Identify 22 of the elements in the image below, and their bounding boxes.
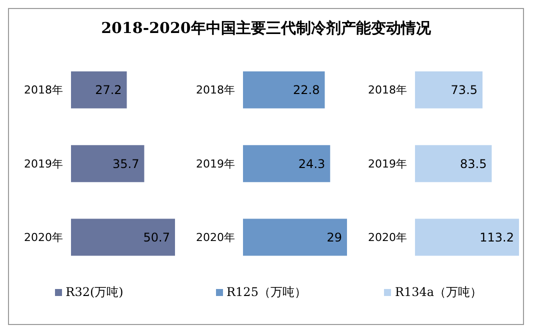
data-label: 27.2 bbox=[95, 83, 122, 98]
y-tick-label: 2020年 bbox=[196, 231, 235, 244]
data-label: 35.7 bbox=[112, 156, 140, 171]
y-tick-label: 2019年 bbox=[368, 157, 407, 170]
data-label: 113.2 bbox=[480, 230, 514, 245]
legend-label: R134a（万吨） bbox=[394, 285, 482, 299]
y-tick-label: 2018年 bbox=[24, 84, 63, 97]
data-label: 22.8 bbox=[293, 83, 320, 98]
legend-label: R32(万吨) bbox=[66, 285, 124, 299]
data-label: 24.3 bbox=[298, 156, 326, 171]
y-tick-label: 2019年 bbox=[24, 157, 63, 170]
data-label: 29 bbox=[326, 230, 342, 245]
y-tick-label: 2020年 bbox=[368, 231, 407, 244]
legend-label: R125（万吨） bbox=[226, 285, 306, 299]
text: 2018-2020年中国主要三代制冷剂产能变动情况 bbox=[100, 19, 432, 39]
data-label: 83.5 bbox=[460, 156, 487, 171]
y-tick-label: 2019年 bbox=[196, 157, 235, 170]
y-tick-label: 2018年 bbox=[368, 84, 407, 97]
y-tick-label: 2020年 bbox=[24, 231, 63, 244]
data-label: 73.5 bbox=[450, 83, 478, 98]
data-label: 50.7 bbox=[143, 230, 170, 245]
y-tick-label: 2018年 bbox=[196, 84, 235, 97]
